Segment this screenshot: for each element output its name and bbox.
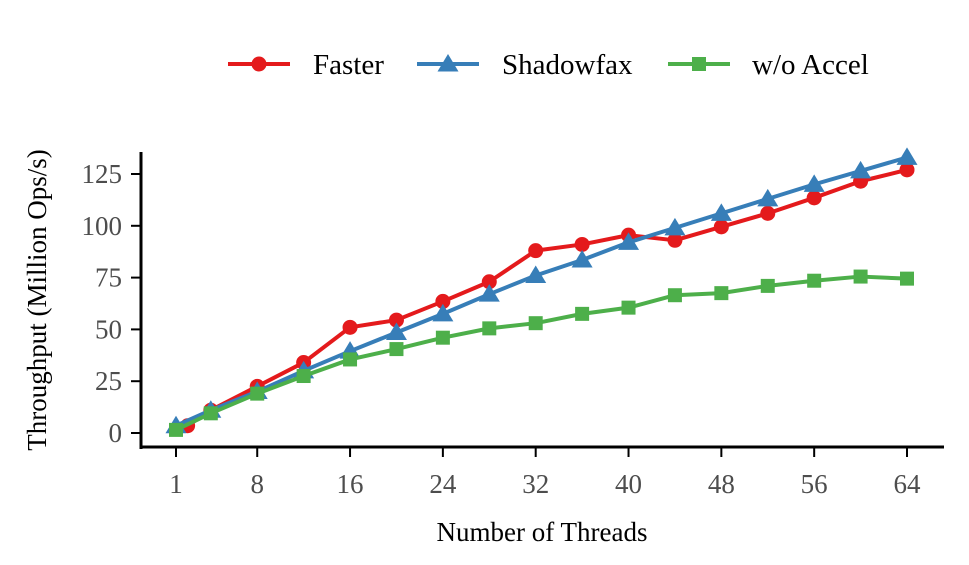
data-point bbox=[528, 243, 544, 259]
x-tick-label: 16 bbox=[337, 469, 364, 499]
data-point bbox=[850, 160, 872, 179]
series-3 bbox=[169, 269, 914, 437]
data-point bbox=[621, 300, 636, 315]
data-point bbox=[664, 217, 686, 236]
legend-entry: w/o Accel bbox=[668, 49, 869, 81]
series-line bbox=[186, 167, 908, 428]
y-axis-title: Throughput (Million Ops/s) bbox=[22, 149, 52, 451]
series-line bbox=[175, 155, 908, 428]
legend-label: w/o Accel bbox=[752, 49, 869, 81]
y-tick-label: 0 bbox=[109, 418, 123, 448]
data-point bbox=[169, 422, 183, 437]
data-point bbox=[757, 188, 779, 207]
x-tick-label: 1 bbox=[169, 469, 183, 499]
data-point bbox=[388, 312, 404, 328]
data-point bbox=[203, 406, 218, 421]
data-point bbox=[250, 386, 265, 401]
data-point bbox=[343, 352, 358, 367]
legend-swatch-marker bbox=[251, 56, 267, 72]
series-2 bbox=[165, 147, 918, 434]
data-point bbox=[713, 219, 729, 235]
x-tick-label: 32 bbox=[522, 469, 549, 499]
data-point bbox=[574, 236, 590, 252]
legend-swatch-marker bbox=[437, 54, 459, 72]
legend-entry: Shadowfax bbox=[417, 49, 633, 81]
x-tick-label: 56 bbox=[801, 469, 828, 499]
series-1 bbox=[180, 162, 915, 434]
data-point bbox=[710, 203, 732, 221]
y-tick-label: 50 bbox=[95, 314, 122, 344]
y-tick-label: 125 bbox=[82, 159, 123, 189]
legend: Faster Shadowfax w/o Accel bbox=[228, 49, 869, 81]
y-ticks: 0 25 50 75 100 125 bbox=[82, 159, 141, 448]
data-point bbox=[667, 232, 683, 248]
legend-swatch-marker bbox=[692, 57, 706, 71]
data-point bbox=[760, 278, 775, 293]
data-point bbox=[896, 147, 918, 165]
data-point bbox=[900, 271, 914, 286]
data-point bbox=[525, 265, 547, 284]
y-tick-label: 100 bbox=[82, 211, 123, 241]
data-point bbox=[296, 369, 311, 384]
data-point bbox=[899, 162, 915, 178]
data-point bbox=[807, 273, 822, 288]
x-tick-label: 24 bbox=[429, 469, 457, 499]
legend-label: Faster bbox=[313, 49, 384, 81]
data-point bbox=[482, 321, 497, 336]
x-tick-label: 48 bbox=[708, 469, 735, 499]
legend-label: Shadowfax bbox=[502, 49, 633, 81]
data-point bbox=[342, 319, 358, 335]
data-point bbox=[478, 284, 500, 302]
data-point bbox=[760, 205, 776, 221]
y-tick-label: 25 bbox=[95, 366, 122, 396]
data-point bbox=[714, 286, 729, 301]
data-point bbox=[806, 190, 822, 206]
data-point bbox=[575, 306, 590, 321]
series-layer bbox=[165, 147, 918, 437]
x-tick-label: 64 bbox=[894, 469, 922, 499]
data-point bbox=[435, 293, 451, 309]
data-point bbox=[389, 342, 404, 357]
data-point bbox=[435, 330, 450, 345]
data-point bbox=[803, 174, 825, 192]
x-tick-label: 8 bbox=[250, 469, 264, 499]
x-axis-title: Number of Threads bbox=[437, 517, 648, 547]
x-tick-label: 40 bbox=[615, 469, 642, 499]
data-point bbox=[385, 322, 407, 341]
data-point bbox=[481, 274, 497, 290]
data-point bbox=[853, 269, 868, 284]
legend-entry: Faster bbox=[228, 49, 384, 81]
data-point bbox=[571, 249, 593, 268]
y-tick-label: 75 bbox=[95, 263, 122, 293]
data-point bbox=[667, 288, 682, 303]
x-ticks: 1 8 16 24 32 40 48 56 64 bbox=[169, 447, 921, 499]
data-point bbox=[528, 316, 543, 331]
series-line bbox=[175, 274, 908, 432]
data-point bbox=[432, 303, 454, 322]
data-point bbox=[618, 232, 640, 250]
